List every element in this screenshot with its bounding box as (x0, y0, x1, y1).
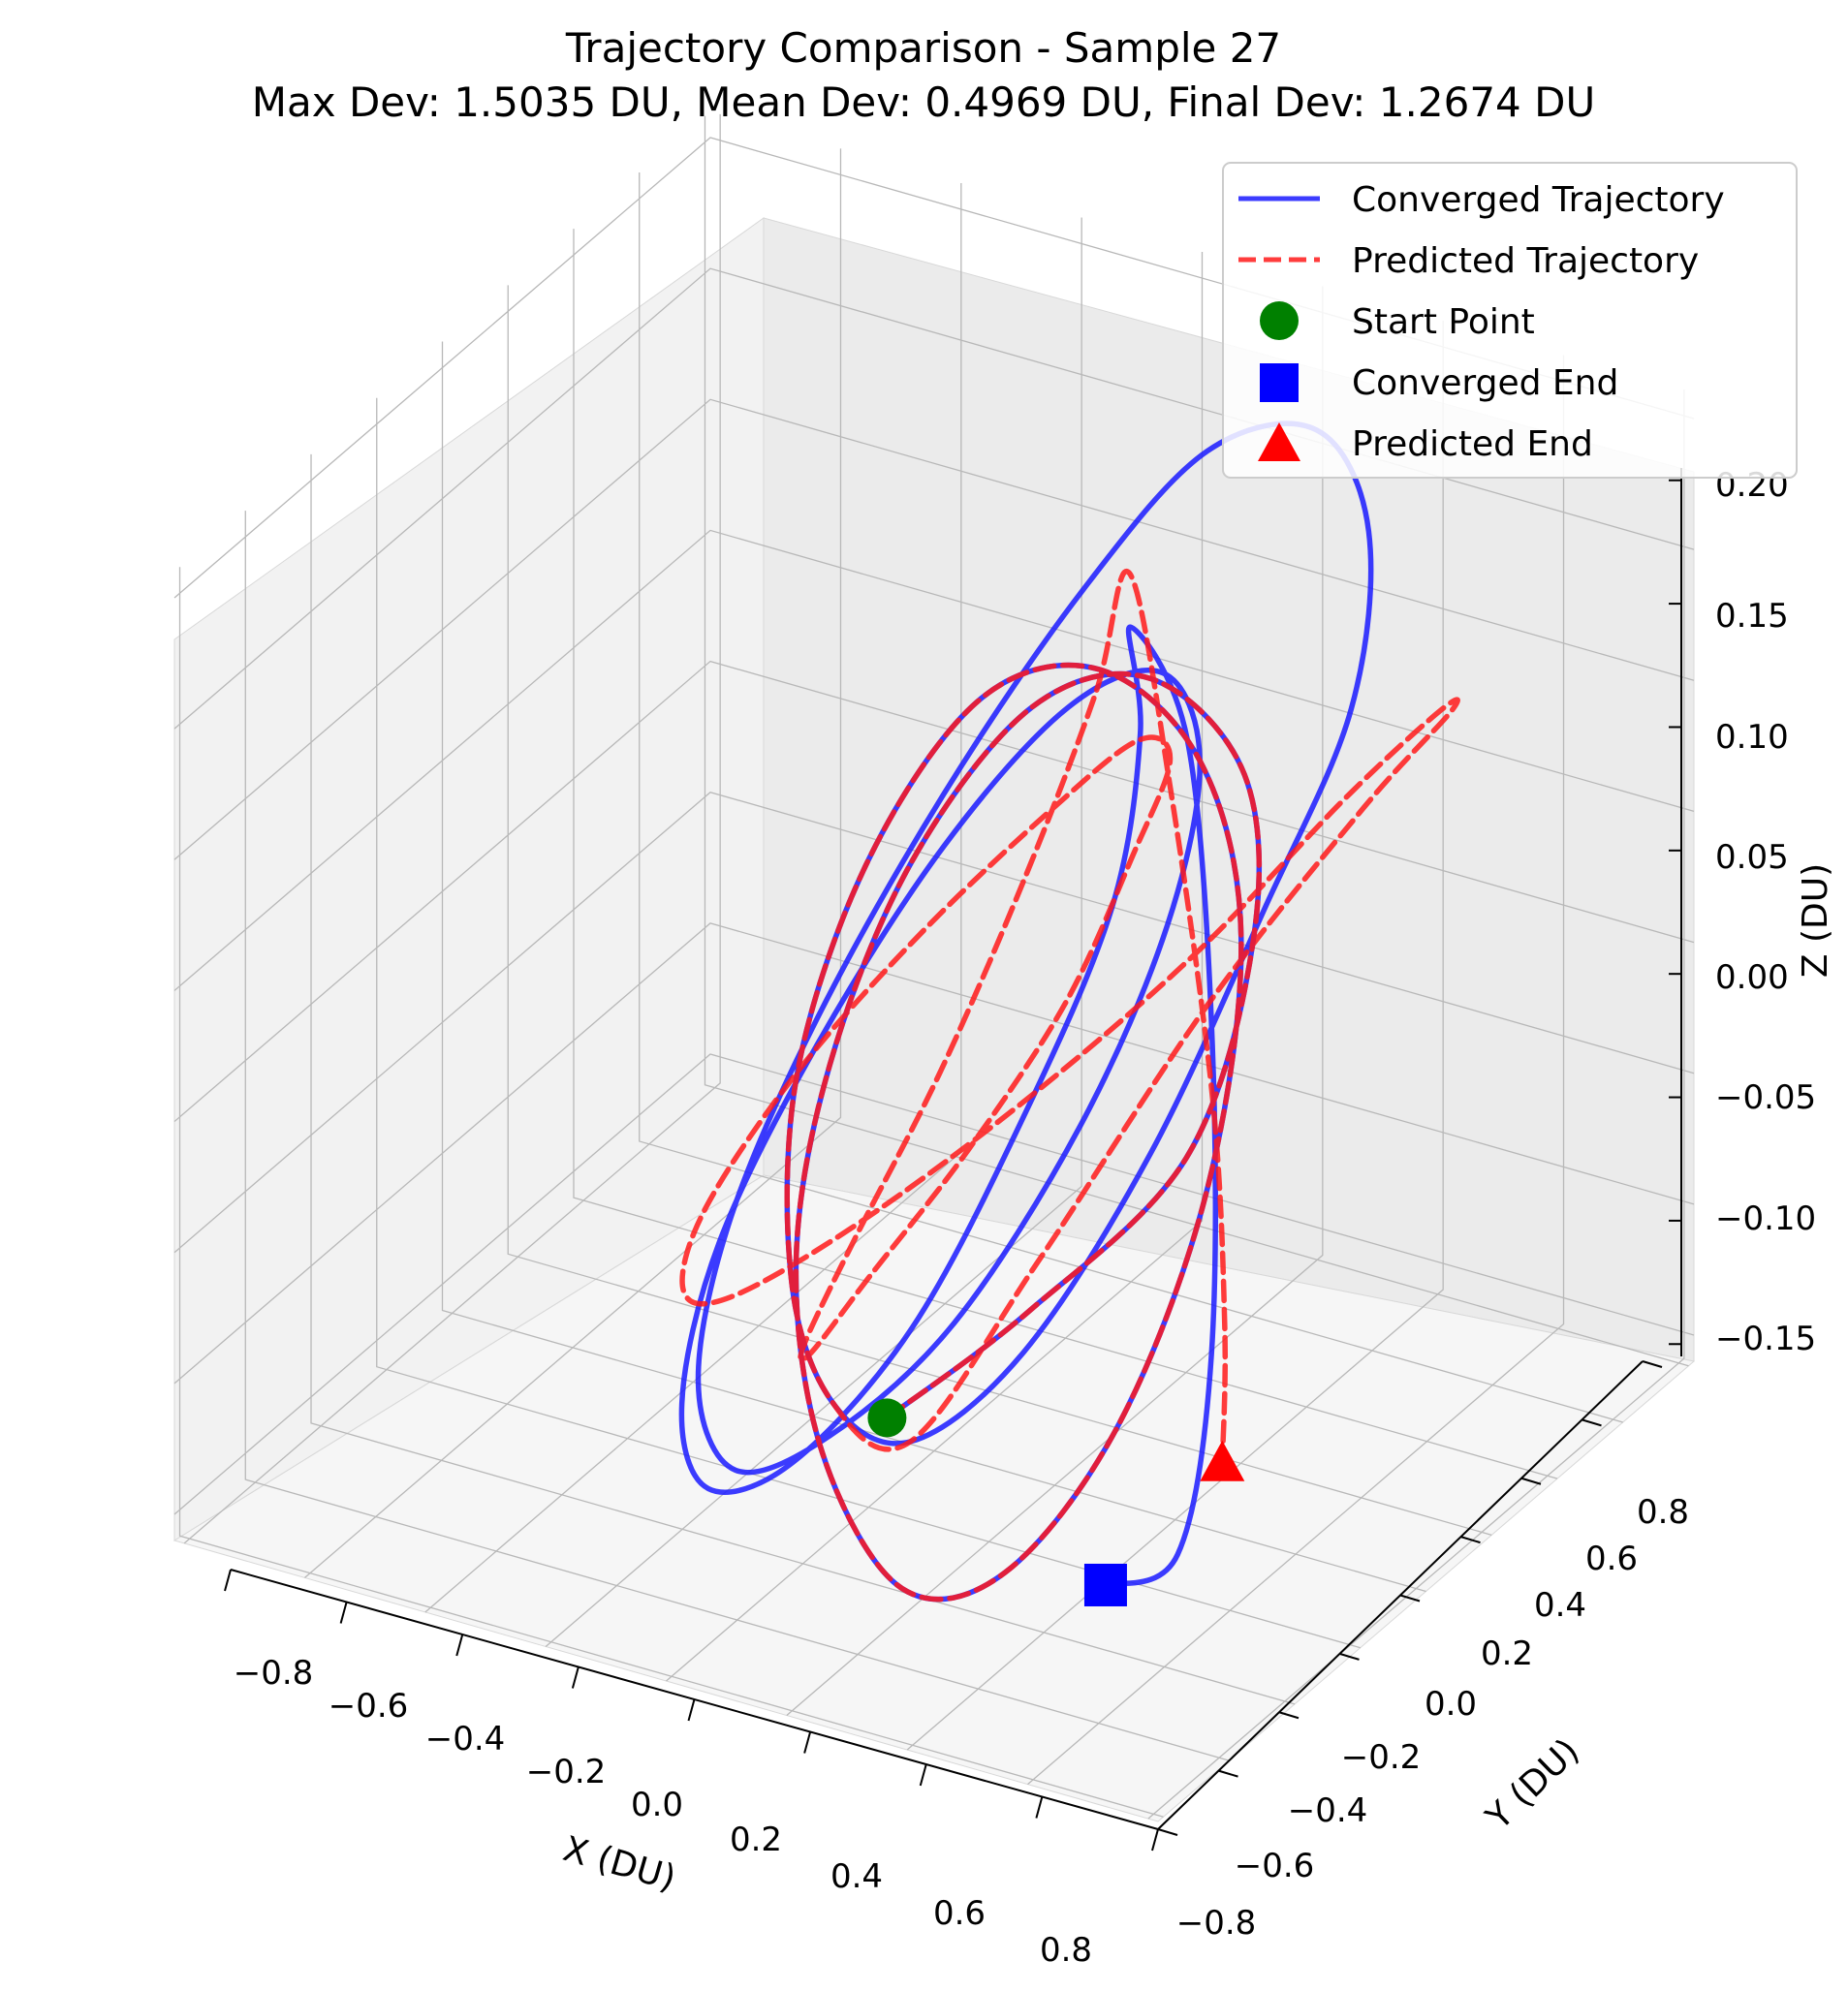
y-gridline (178, 567, 1164, 1818)
x-tick-mark (1151, 1828, 1159, 1852)
y-tick-label: −0.6 (1235, 1847, 1315, 1885)
z-gridline (173, 529, 1695, 991)
x-tick-labels: −0.8 −0.6 −0.4 −0.2 0.0 0.2 0.4 0.6 0.8 (234, 1654, 1092, 1970)
y-tick-mark (1642, 1360, 1663, 1368)
y-tick-label: 0.2 (1481, 1634, 1533, 1673)
z-gridline (173, 791, 1695, 1254)
x-tick-mark (687, 1698, 696, 1722)
y-tick-mark (1582, 1418, 1602, 1427)
x-tick-label: −0.4 (425, 1720, 506, 1759)
y-tick-mark (1218, 1769, 1238, 1778)
y-tick-label: −0.2 (1341, 1738, 1422, 1777)
legend-label-converged: Converged Trajectory (1352, 180, 1725, 220)
y-tick-mark (1520, 1477, 1542, 1485)
y-gridline (639, 171, 1623, 1423)
z-tick-label: 0.00 (1715, 958, 1789, 997)
predicted-trajectory-line (679, 568, 1461, 1603)
y-gridline (310, 453, 1296, 1705)
start-point-marker (867, 1398, 907, 1438)
x-tick-mark (1035, 1796, 1044, 1819)
x-tick-mark (455, 1634, 464, 1657)
x-tick-label: −0.6 (329, 1687, 409, 1726)
y-tick-mark (1339, 1652, 1360, 1661)
chart-subtitle: Max Dev: 1.5035 DU, Mean Dev: 0.4969 DU,… (252, 78, 1595, 126)
x-gridline (1027, 355, 1565, 1786)
y-gridline (376, 397, 1361, 1649)
x-gridline (183, 113, 721, 1544)
z-tick-label: −0.15 (1715, 1320, 1816, 1358)
y-gridline (507, 285, 1492, 1536)
y-tick-label: −0.8 (1176, 1904, 1257, 1943)
z-gridline (173, 922, 1695, 1385)
predicted-end-marker (1200, 1440, 1245, 1481)
z-gridline (173, 660, 1695, 1123)
axis-ticks (224, 479, 1681, 1852)
axes-panes (172, 217, 1696, 1822)
y-tick-mark (1278, 1711, 1300, 1720)
y-tick-mark (1399, 1594, 1421, 1603)
x-tick-label: 0.0 (631, 1786, 683, 1824)
y-axis-label: Y (DU) (1478, 1731, 1586, 1838)
x-tick-mark (224, 1569, 232, 1592)
x-gridline (304, 148, 842, 1578)
x-tick-mark (339, 1602, 348, 1624)
x-tick-label: −0.8 (234, 1654, 314, 1693)
legend-predicted-end-marker (1258, 422, 1300, 461)
legend-label-start: Start Point (1352, 302, 1535, 342)
y-tick-label: 0.0 (1425, 1685, 1477, 1724)
y-tick-label: 0.6 (1585, 1540, 1638, 1578)
x-tick-label: 0.4 (830, 1857, 883, 1896)
x-gridline (786, 286, 1324, 1717)
x-tick-label: 0.6 (933, 1894, 986, 1933)
z-tick-label: 0.10 (1715, 718, 1789, 757)
y-tick-labels: −0.8 −0.6 −0.4 −0.2 0.0 0.2 0.4 0.6 0.8 (1176, 1493, 1689, 1943)
y-gridline (573, 229, 1558, 1479)
legend-label-predicted: Predicted Trajectory (1352, 241, 1699, 281)
z-axis-label: Z (DU) (1796, 863, 1835, 978)
x-tick-label: 0.2 (730, 1821, 782, 1859)
x-tick-label: 0.8 (1040, 1931, 1092, 1970)
legend-converged-end-marker (1260, 363, 1299, 402)
y-tick-label: 0.8 (1637, 1493, 1689, 1532)
z-gridline (173, 1053, 1695, 1515)
z-tick-label: −0.10 (1715, 1199, 1816, 1238)
z-tick-label: 0.05 (1715, 838, 1789, 877)
y-tick-label: 0.4 (1534, 1586, 1586, 1625)
converged-end-marker (1083, 1563, 1127, 1606)
x-gridline (666, 252, 1204, 1682)
z-tick-label: −0.05 (1715, 1078, 1816, 1117)
x-tick-mark (803, 1731, 812, 1754)
y-tick-mark (1460, 1536, 1481, 1544)
x-tick-mark (919, 1763, 927, 1787)
y-gridline (441, 341, 1426, 1593)
floor-pane (172, 1174, 1696, 1822)
legend-label-predicted-end: Predicted End (1352, 424, 1593, 464)
chart-title: Trajectory Comparison - Sample 27 (565, 24, 1281, 72)
x-axis-label: X (DU) (559, 1829, 680, 1899)
y-gridline (244, 511, 1230, 1761)
legend: Converged Trajectory Predicted Trajector… (1222, 162, 1798, 479)
legend-frame (1222, 162, 1798, 479)
y-tick-mark (1157, 1828, 1178, 1836)
x-tick-label: −0.2 (526, 1753, 607, 1791)
y-gridline (704, 115, 1689, 1367)
legend-label-converged-end: Converged End (1352, 363, 1618, 403)
x-tick-mark (571, 1666, 579, 1689)
y-tick-label: −0.4 (1288, 1791, 1368, 1830)
z-gridline (173, 398, 1695, 860)
legend-start-marker (1260, 301, 1299, 340)
z-tick-label: 0.15 (1715, 597, 1789, 636)
